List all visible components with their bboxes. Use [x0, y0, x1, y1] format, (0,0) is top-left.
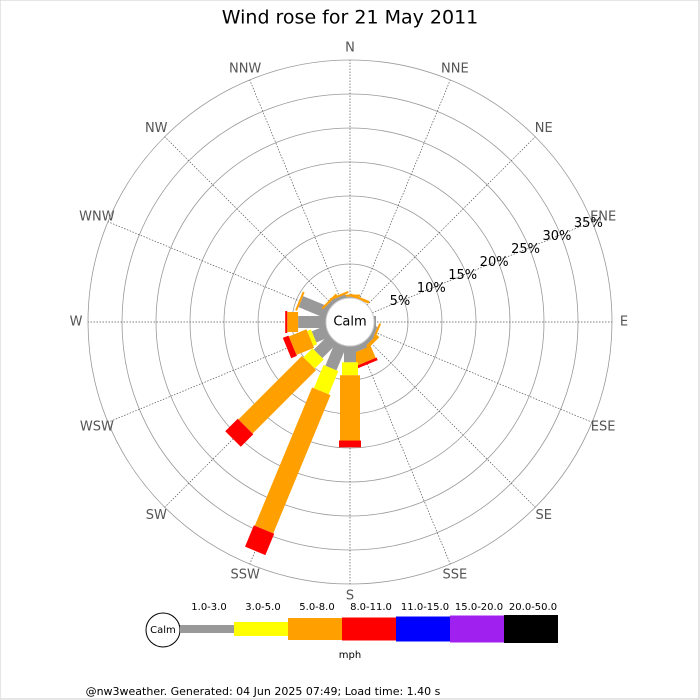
spoke	[107, 221, 328, 314]
legend-swatch	[504, 615, 558, 643]
bar-segment	[339, 440, 361, 448]
bar-segment	[298, 316, 326, 328]
direction-label: NNE	[441, 61, 469, 76]
bar-segment	[325, 341, 347, 371]
bar-segment	[344, 296, 356, 298]
legend-label: 11.0-15.0	[401, 602, 449, 613]
legend-label: 3.0-5.0	[245, 602, 280, 613]
ring-label: 5%	[390, 294, 411, 309]
chart-title: Wind rose for 21 May 2011	[222, 7, 479, 29]
bar-segment	[313, 364, 339, 395]
bar-segment	[325, 297, 338, 310]
direction-label: SW	[146, 508, 167, 523]
bar-segment	[307, 329, 318, 346]
bar-segment	[352, 346, 376, 366]
bar-segment	[374, 316, 377, 328]
ring-label: 10%	[417, 281, 446, 296]
bar-segment	[344, 346, 356, 363]
spoke	[366, 136, 536, 306]
bar-segment	[295, 291, 305, 311]
legend-swatch	[396, 616, 450, 642]
direction-label: SSW	[230, 568, 260, 583]
bar-segment	[303, 348, 324, 369]
bar-segment	[356, 357, 378, 369]
direction-label: S	[346, 589, 354, 604]
bar-segment	[287, 312, 299, 332]
direction-label: NW	[145, 121, 168, 136]
bar-segment	[362, 334, 375, 347]
ring-label: 30%	[542, 229, 571, 244]
direction-label: ENE	[590, 210, 616, 225]
bar-segment	[342, 362, 358, 376]
direction-label: SSE	[442, 568, 467, 583]
bar-segment	[369, 325, 378, 339]
spoke	[366, 338, 536, 508]
bar-segment	[353, 341, 368, 353]
bar-segment	[349, 293, 370, 304]
ring-label: 15%	[448, 268, 477, 283]
spoke	[372, 221, 593, 314]
legend-label: 8.0-11.0	[350, 602, 392, 613]
bar-segment	[333, 294, 347, 303]
spoke	[358, 79, 451, 300]
legend-swatch	[288, 618, 342, 640]
legend-swatch	[180, 625, 234, 633]
legend-label: 20.0-50.0	[509, 602, 557, 613]
spoke	[372, 330, 593, 423]
direction-label: ESE	[591, 419, 616, 434]
ring-label: 35%	[574, 216, 603, 231]
bar-segment	[285, 311, 288, 333]
legend-label: 15.0-20.0	[455, 602, 503, 613]
bar-segment	[238, 355, 317, 434]
calm-label: Calm	[333, 315, 366, 330]
spoke	[164, 136, 334, 306]
legend-label: 5.0-8.0	[299, 602, 334, 613]
bar-segment	[225, 418, 254, 447]
direction-label: N	[345, 41, 355, 56]
bar-segment	[282, 335, 297, 359]
bar-segment	[329, 290, 349, 301]
bar-segment	[298, 296, 331, 319]
direction-label: SE	[536, 508, 552, 523]
bar-segment	[288, 329, 315, 355]
spoke	[358, 344, 451, 565]
direction-label: WNW	[79, 210, 115, 225]
ring-label: 20%	[480, 255, 509, 270]
legend-label: 1.0-3.0	[191, 602, 226, 613]
direction-label: W	[70, 315, 83, 330]
direction-label: NNW	[229, 61, 261, 76]
direction-label: NE	[535, 121, 553, 136]
unit-label: mph	[339, 650, 361, 661]
bar-segment	[340, 375, 360, 441]
legend-swatch	[450, 615, 504, 643]
calm-circle	[325, 297, 375, 347]
legend-swatch	[342, 617, 396, 641]
legend-swatch	[234, 622, 288, 636]
bar-segment	[245, 525, 275, 556]
footer: @nw3weather. Generated: 04 Jun 2025 07:4…	[86, 685, 441, 698]
bar-segment	[311, 325, 331, 343]
bar-segment	[313, 334, 338, 359]
ring-label: 25%	[511, 242, 540, 257]
legend-calm-label: Calm	[150, 625, 176, 636]
spoke	[249, 79, 342, 300]
bar-segment	[254, 387, 331, 534]
ring	[155, 127, 545, 517]
direction-label: E	[620, 315, 628, 330]
bar-segment	[340, 294, 360, 297]
direction-label: WSW	[80, 419, 114, 434]
